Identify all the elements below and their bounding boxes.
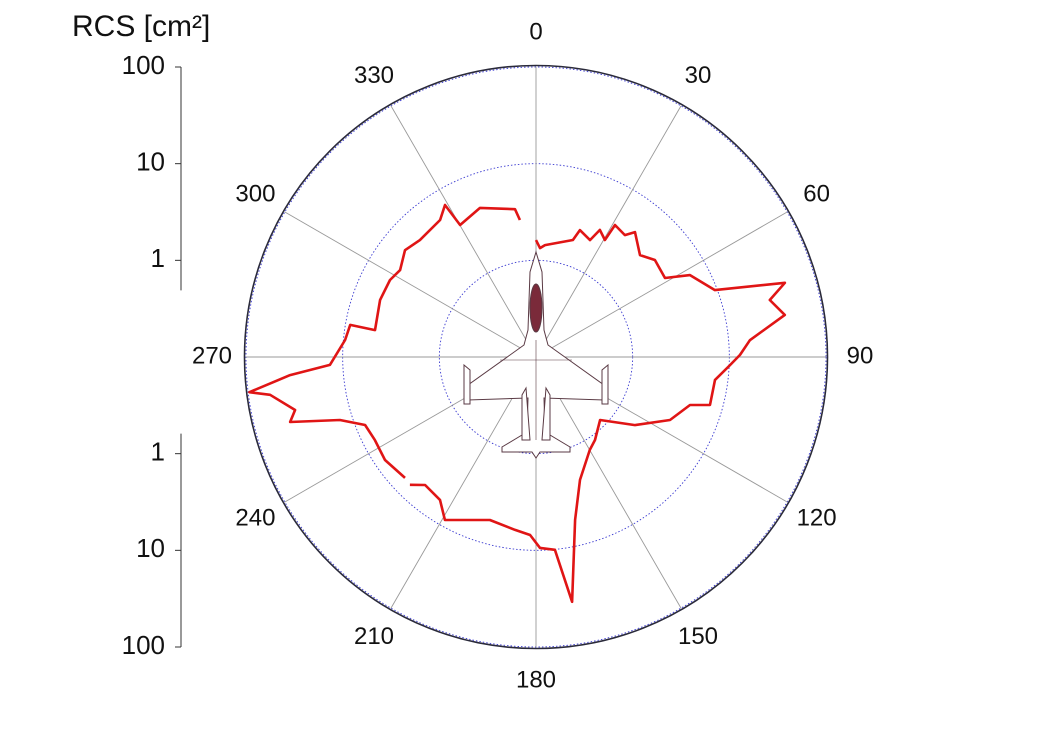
angle-label: 60 [803,180,830,207]
r-tick-label: 100 [122,630,165,660]
angle-label: 180 [516,666,556,693]
angle-label: 270 [192,342,232,369]
angle-label: 30 [685,62,712,89]
angle-label: 90 [847,342,874,369]
axis-title: RCS [cm²] [72,10,210,43]
r-tick-label: 10 [136,147,165,177]
outer-ring [243,64,829,650]
angle-label: 240 [235,504,275,531]
spoke [390,105,537,358]
r-tick-label: 1 [151,243,165,273]
r-tick-label: 1 [151,437,165,467]
angle-label: 330 [354,62,394,89]
rcs-line [409,223,787,604]
spoke [535,211,788,358]
spoke [284,211,537,358]
spoke [535,105,682,358]
angle-label: 120 [797,504,837,531]
r-tick-label: 100 [122,50,165,80]
aircraft-icon [463,250,609,459]
angle-label: 300 [235,180,275,207]
angle-label: 150 [678,623,718,650]
r-tick-label: 10 [136,533,165,563]
angle-label: 0 [529,18,542,45]
angle-label: 210 [354,623,394,650]
rcs-line [248,203,522,479]
